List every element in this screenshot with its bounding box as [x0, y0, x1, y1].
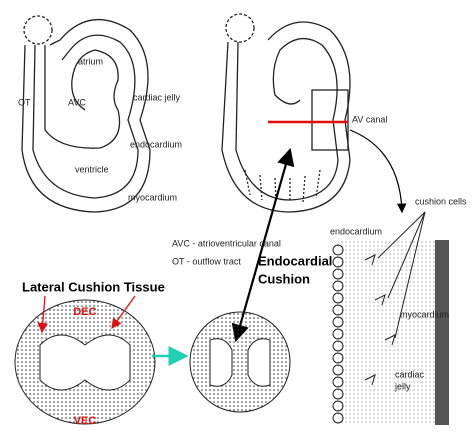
label: cardiac — [395, 369, 425, 379]
label: OT — [18, 97, 31, 107]
detail: endocardium cushion cells myocardium car… — [330, 196, 467, 425]
label: myocardium — [400, 309, 449, 319]
label: cushion cells — [415, 196, 467, 206]
label: endocardium — [330, 226, 382, 236]
label: AVC — [68, 97, 86, 107]
left-heart: atrium AVC OT cardiac jelly endocardium … — [18, 15, 182, 213]
label: AV canal — [352, 114, 387, 124]
label: atrium — [78, 56, 103, 66]
label: Endocardial — [258, 253, 332, 268]
label: VEC — [74, 415, 97, 427]
label: jelly — [394, 381, 411, 391]
legend: OT - outflow tract — [172, 256, 241, 266]
legend: AVC - atrioventricular canal — [172, 238, 281, 248]
label: Cushion — [258, 271, 310, 286]
label: endocardium — [130, 139, 182, 149]
label: ventricle — [75, 164, 109, 174]
label: cardiac jelly — [133, 92, 181, 102]
label: DEC — [73, 306, 96, 318]
cross-section: Lateral Cushion Tissue DEC VEC — [14, 279, 291, 427]
right-heart: AV canal — [221, 13, 407, 214]
label: myocardium — [128, 192, 177, 202]
title: Lateral Cushion Tissue — [22, 279, 165, 294]
